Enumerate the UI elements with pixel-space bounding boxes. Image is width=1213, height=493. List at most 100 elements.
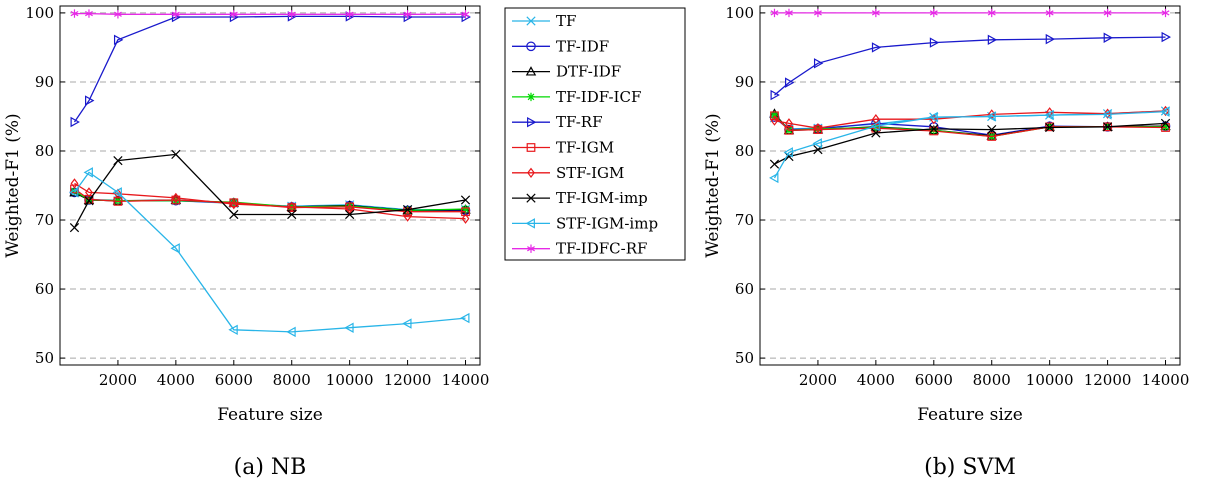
data-point-stf-igm-imp bbox=[228, 324, 238, 336]
data-point-tf-igm-imp bbox=[987, 124, 997, 135]
figure-caption: (b) SVM bbox=[924, 455, 1016, 480]
legend: TF TF-IDF DTF-IDF TF-IDF-ICF TF-RF TF-IGM STF-… bbox=[504, 7, 686, 261]
legend-label: TF-IGM bbox=[556, 139, 614, 157]
data-point-tf-igm bbox=[929, 126, 939, 136]
data-point-tf-idfc-rf bbox=[1161, 8, 1170, 18]
data-point-tf-igm-imp bbox=[1102, 122, 1113, 132]
data-point-tf-igm bbox=[84, 194, 94, 204]
x-tick-label: 4000 bbox=[857, 371, 895, 389]
data-point-tf-igm bbox=[987, 132, 997, 141]
data-point-stf-igm-imp bbox=[769, 172, 779, 184]
data-point-tf-idf-icf bbox=[171, 196, 181, 205]
data-point-tf-igm-imp bbox=[84, 196, 94, 206]
series-tf-rf bbox=[770, 31, 1171, 101]
data-point-tf-igm-imp bbox=[345, 209, 355, 220]
data-point-stf-igm bbox=[461, 213, 470, 224]
x-tick-label: 8000 bbox=[273, 371, 311, 389]
data-point-tf-rf bbox=[85, 95, 95, 106]
plot-frame bbox=[59, 5, 481, 366]
x-tick-label: 14000 bbox=[1142, 371, 1190, 389]
data-point-tf-igm-imp bbox=[402, 205, 413, 215]
legend-marker bbox=[526, 193, 536, 203]
legend-label: TF-IDFC-RF bbox=[556, 240, 647, 258]
x-axis-label: Feature size bbox=[917, 405, 1023, 425]
legend-marker bbox=[527, 167, 535, 178]
data-point-tf-idfc-rf bbox=[70, 9, 79, 18]
data-point-tf-rf bbox=[113, 34, 124, 46]
data-point-stf-igm bbox=[1103, 108, 1112, 119]
data-point-stf-igm bbox=[345, 203, 354, 215]
y-tick-label: 90 bbox=[35, 73, 54, 91]
data-point-stf-igm bbox=[85, 187, 93, 198]
legend-entry-tf-igm: TF-IGM bbox=[512, 139, 614, 157]
x-tick-label: 6000 bbox=[915, 371, 953, 389]
x-tick-label: 2000 bbox=[799, 371, 837, 389]
data-point-tf-idfc-rf bbox=[1045, 8, 1054, 18]
data-point-tf-idfc-rf bbox=[345, 10, 354, 19]
y-tick-label: 70 bbox=[35, 211, 54, 229]
legend-label: STF-IGM-imp bbox=[556, 214, 658, 232]
data-point-tf-igm-imp bbox=[229, 209, 239, 220]
data-point-tf-rf bbox=[929, 37, 940, 48]
series-stf-igm-imp bbox=[769, 106, 1170, 184]
data-point-tf-idf-icf bbox=[929, 126, 938, 135]
data-point-stf-igm-imp bbox=[402, 318, 412, 329]
data-point-tf-rf bbox=[70, 116, 80, 128]
data-point-tf-igm-imp bbox=[1045, 122, 1055, 133]
series-tf-idfc-rf bbox=[770, 8, 1170, 18]
legend-entry-tf-idfc-rf: TF-IDFC-RF bbox=[512, 240, 647, 258]
series-tf-idfc-rf bbox=[70, 9, 470, 19]
data-point-stf-igm-imp bbox=[870, 120, 880, 132]
legend-entry-tf-igm-imp: TF-IGM-imp bbox=[512, 189, 648, 207]
data-point-tf-idfc-rf bbox=[85, 9, 93, 18]
legend-marker bbox=[525, 66, 537, 76]
legend-label: TF-IDF-ICF bbox=[556, 88, 641, 106]
data-point-stf-igm bbox=[814, 122, 822, 134]
data-point-tf-rf bbox=[871, 42, 882, 53]
y-tick-label: 60 bbox=[35, 280, 54, 298]
data-point-tf-idf-icf bbox=[461, 204, 470, 214]
data-point-tf-idf-icf bbox=[1161, 122, 1170, 132]
legend-label: TF-IDF bbox=[556, 37, 609, 55]
data-point-tf-idfc-rf bbox=[785, 8, 793, 18]
data-point-stf-igm-imp bbox=[83, 167, 93, 178]
legend-entry-stf-igm-imp: STF-IGM-imp bbox=[512, 214, 658, 232]
data-point-tf-idfc-rf bbox=[813, 8, 822, 18]
series-line-tf-igm bbox=[74, 188, 466, 213]
legend-label: DTF-IDF bbox=[556, 63, 621, 81]
series-line-tf-rf bbox=[774, 36, 1166, 96]
y-axis-label: Weighted-F1 (%) bbox=[703, 113, 723, 257]
data-point-stf-igm-imp bbox=[286, 326, 296, 338]
y-tick-label: 100 bbox=[25, 4, 54, 22]
data-point-stf-igm bbox=[785, 118, 793, 129]
data-point-tf-igm bbox=[403, 207, 412, 217]
data-point-stf-igm-imp bbox=[112, 187, 122, 198]
series-line-stf-igm-imp bbox=[73, 171, 466, 333]
x-axis-label: Feature size bbox=[217, 405, 323, 425]
y-tick-label: 60 bbox=[735, 280, 754, 298]
data-point-tf-idfc-rf bbox=[403, 10, 412, 19]
data-point-tf-idfc-rf bbox=[1103, 8, 1112, 18]
legend-entry-tf-idf-icf: TF-IDF-ICF bbox=[512, 88, 641, 106]
legend-marker bbox=[527, 116, 537, 128]
legend-entry-dtf-idf: DTF-IDF bbox=[512, 63, 621, 81]
legend-marker bbox=[526, 92, 536, 102]
legend-box bbox=[504, 7, 686, 261]
legend-label: TF bbox=[556, 12, 576, 30]
data-point-stf-igm-imp bbox=[69, 187, 79, 198]
chart-svm: 50 60 70 80 90 100 2000 4000 6000 8000 10000 12000 1… bbox=[703, 4, 1189, 480]
data-point-tf-idf-icf bbox=[813, 124, 823, 134]
x-tick-label: 8000 bbox=[973, 371, 1011, 389]
data-point-tf-idfc-rf bbox=[461, 10, 470, 19]
data-point-tf-igm bbox=[171, 195, 181, 205]
legend-entry-tf: TF bbox=[512, 12, 576, 30]
data-point-tf-igm-imp bbox=[769, 159, 780, 169]
data-point-tf-igm bbox=[770, 111, 779, 121]
data-point-tf-idfc-rf bbox=[229, 10, 238, 19]
data-point-tf-igm-imp bbox=[929, 124, 939, 134]
data-point-tf-igm-imp bbox=[171, 149, 181, 160]
chart-nb: 50 60 70 80 90 100 2000 4000 6000 8000 10000 12000 1… bbox=[3, 4, 489, 480]
data-point-stf-igm bbox=[403, 211, 412, 222]
data-point-tf-igm-imp bbox=[460, 195, 471, 205]
